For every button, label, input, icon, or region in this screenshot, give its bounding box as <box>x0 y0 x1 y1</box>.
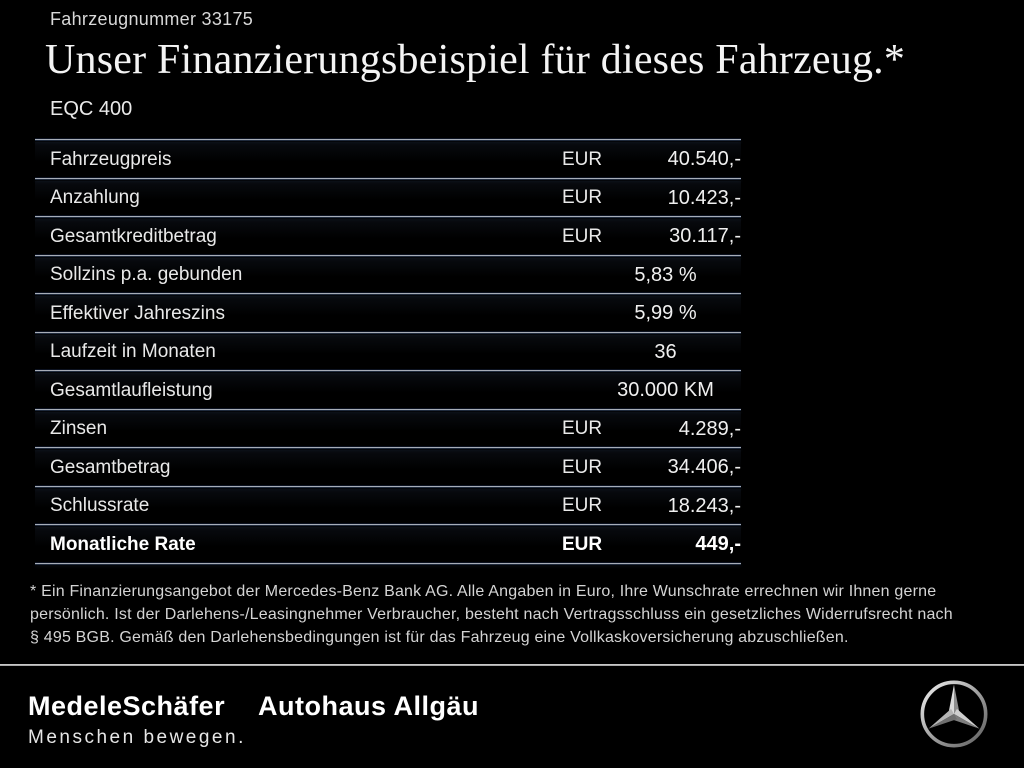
row-label: Monatliche Rate <box>50 533 196 555</box>
table-row-gesamtbetrag: Gesamtbetrag EUR 34.406,- <box>35 450 741 486</box>
row-value: 30.117,- <box>669 225 741 248</box>
row-label: Gesamtkreditbetrag <box>50 225 217 247</box>
row-label: Zinsen <box>50 418 108 440</box>
row-currency: EUR <box>562 533 603 555</box>
row-value: 449,- <box>695 533 741 556</box>
table-row-gesamtlaufleistung: Gesamtlaufleistung 30.000 KM <box>35 373 741 409</box>
row-value: 5,99 % <box>634 302 697 325</box>
row-value: 30.000 KM <box>617 379 714 402</box>
row-divider <box>35 177 741 179</box>
footnote-line: § 495 BGB. Gemäß den Darlehensbedingunge… <box>30 629 849 646</box>
row-label: Schlussrate <box>50 495 150 517</box>
row-value: 5,83 % <box>634 263 697 286</box>
table-row-effektiver-jahreszins: Effektiver Jahreszins 5,99 % <box>35 296 741 332</box>
row-divider <box>35 216 741 217</box>
row-value: 18.243,- <box>667 494 741 517</box>
table-row-laufzeit: Laufzeit in Monaten 36 <box>35 334 741 370</box>
row-currency: EUR <box>562 148 603 170</box>
table-row-zinsen: Zinsen EUR 4.289,- <box>35 411 741 447</box>
row-divider <box>35 524 741 525</box>
dealer-logo-medeleschaefer: MedeleSchäfer <box>28 691 226 721</box>
row-label: Anzahlung <box>50 187 140 209</box>
legal-footnote: * Ein Finanzierungsangebot der Mercedes-… <box>30 580 1005 649</box>
financing-table: Fahrzeugpreis EUR 40.540,- Anzahlung EUR… <box>35 139 741 566</box>
footnote-line: persönlich. Ist der Darlehens-/Leasingne… <box>30 606 953 623</box>
row-value: 4.289,- <box>678 417 741 440</box>
row-label: Gesamtbetrag <box>50 456 171 478</box>
row-value: 10.423,- <box>667 186 741 209</box>
page-title: Unser Finanzierungsbeispiel für dieses F… <box>45 37 906 83</box>
table-row-monatliche-rate: Monatliche Rate EUR 449,- <box>35 527 741 563</box>
row-value: 36 <box>654 340 677 363</box>
row-currency: EUR <box>562 418 603 440</box>
row-label: Fahrzeugpreis <box>50 148 172 170</box>
row-divider <box>35 293 741 294</box>
row-currency: EUR <box>562 225 603 247</box>
table-row-fahrzeugpreis: Fahrzeugpreis EUR 40.540,- <box>35 142 741 178</box>
row-currency: EUR <box>562 187 603 209</box>
row-divider <box>35 370 741 371</box>
row-divider <box>35 408 741 410</box>
row-divider <box>35 562 741 564</box>
row-value: 40.540,- <box>667 148 741 171</box>
mercedes-star-icon <box>918 678 990 750</box>
vehicle-model: EQC 400 <box>50 98 133 120</box>
row-label: Gesamtlaufleistung <box>50 379 213 401</box>
table-row-gesamtkreditbetrag: Gesamtkreditbetrag EUR 30.117,- <box>35 219 741 255</box>
row-divider <box>35 139 741 140</box>
row-label: Effektiver Jahreszins <box>50 302 225 324</box>
row-divider <box>35 331 741 333</box>
dealer-tagline: Menschen bewegen. <box>28 727 246 748</box>
row-divider <box>35 254 741 256</box>
row-currency: EUR <box>562 495 603 517</box>
footnote-line: * Ein Finanzierungsangebot der Mercedes-… <box>30 583 937 600</box>
row-currency: EUR <box>562 456 603 478</box>
table-row-anzahlung: Anzahlung EUR 10.423,- <box>35 180 741 216</box>
row-value: 34.406,- <box>667 456 741 479</box>
table-row-sollzins: Sollzins p.a. gebunden 5,83 % <box>35 257 741 293</box>
row-divider <box>35 447 741 448</box>
row-divider <box>35 485 741 487</box>
dealer-logo-autohaus-allgaeu: Autohaus Allgäu <box>258 691 479 721</box>
row-label: Laufzeit in Monaten <box>50 341 216 363</box>
row-label: Sollzins p.a. gebunden <box>50 264 243 286</box>
table-row-schlussrate: Schlussrate EUR 18.243,- <box>35 488 741 524</box>
vehicle-number: Fahrzeugnummer 33175 <box>50 9 254 29</box>
footer-divider <box>0 664 1024 666</box>
